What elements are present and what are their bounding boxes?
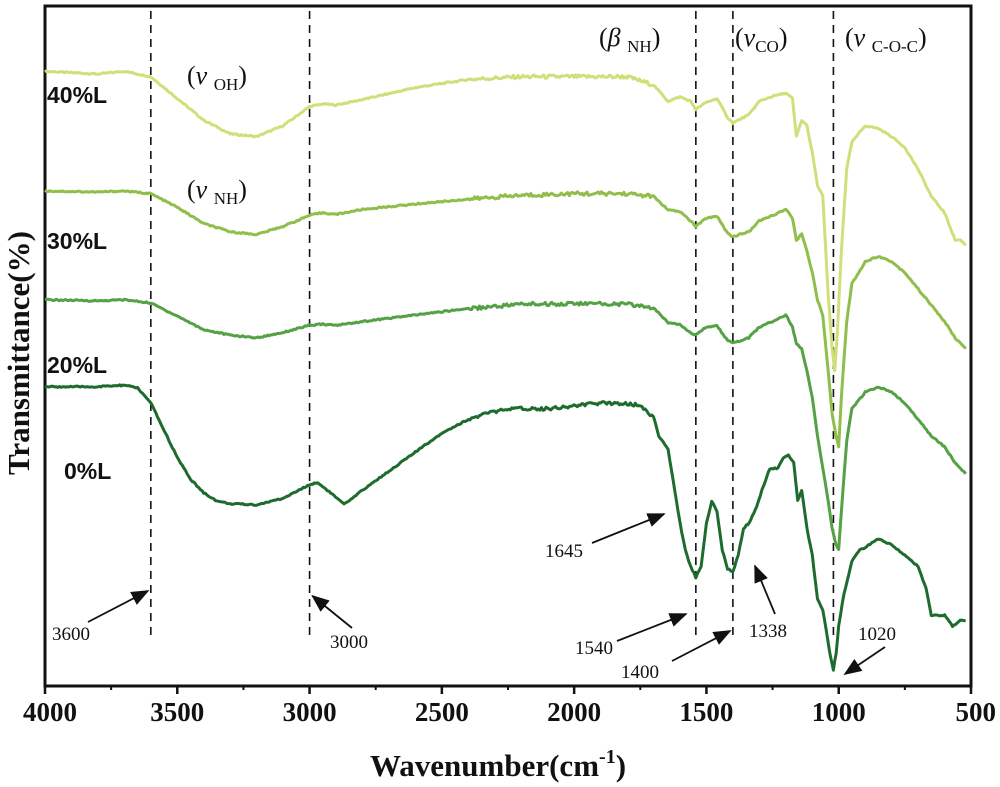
x-tick-label-2000: 2000 bbox=[547, 697, 601, 727]
series-line-30pctL bbox=[44, 189, 967, 449]
annotation-arrow-3600 bbox=[87, 590, 150, 623]
x-tick-label-4000: 4000 bbox=[23, 697, 77, 727]
x-tick-label-1500: 1500 bbox=[679, 697, 733, 727]
series-label-0: 0%L bbox=[64, 458, 111, 484]
annotations: 3600 3000 1645 1540 1400 1338 1020 bbox=[52, 513, 896, 683]
annotation-arrow-1400 bbox=[671, 630, 732, 662]
dashed-lines bbox=[150, 11, 835, 636]
series-label-20: 20%L bbox=[47, 352, 107, 378]
y-axis-title: Transmittance(%) bbox=[1, 231, 36, 475]
annotation-arrow-3000 bbox=[311, 594, 353, 629]
annotation-label-1645: 1645 bbox=[545, 541, 583, 562]
annotation-label-1020: 1020 bbox=[858, 624, 896, 645]
annotation-label-3600: 3600 bbox=[52, 624, 90, 645]
annotation-label-3000: 3000 bbox=[330, 632, 368, 653]
annotation-arrow-1338 bbox=[754, 564, 776, 615]
plot-area: 3600 3000 1645 1540 1400 1338 1020 bbox=[43, 4, 973, 688]
band-label-v-nh: (ν NH) bbox=[187, 175, 247, 208]
series-label-30: 30%L bbox=[47, 228, 107, 254]
series-lines bbox=[44, 69, 967, 672]
x-tick-label-500: 500 bbox=[956, 697, 997, 727]
band-label-v-oh: (ν OH) bbox=[187, 61, 247, 94]
band-label-v-co: (νCO) bbox=[735, 23, 788, 56]
band-label-beta-nh: (β NH) bbox=[599, 23, 660, 56]
annotation-arrow-1540 bbox=[616, 613, 688, 642]
series-line-20pctL bbox=[44, 297, 967, 551]
band-label-v-coc: (ν C-O-C) bbox=[845, 23, 927, 56]
series-label-40: 40%L bbox=[47, 82, 107, 108]
x-axis: 4000 3500 3000 2500 2000 1500 1000 500 bbox=[23, 686, 996, 727]
x-tick-label-2500: 2500 bbox=[415, 697, 469, 727]
series-line-0pctL bbox=[44, 383, 966, 672]
x-axis-title: Wavenumber(cm-1) bbox=[370, 746, 626, 783]
x-tick-label-3500: 3500 bbox=[150, 697, 204, 727]
x-tick-label-1000: 1000 bbox=[812, 697, 866, 727]
x-tick-label-3000: 3000 bbox=[283, 697, 337, 727]
annotation-label-1540: 1540 bbox=[575, 638, 613, 659]
annotation-label-1400: 1400 bbox=[621, 662, 659, 683]
series-line-40pctL bbox=[44, 69, 967, 373]
annotation-label-1338: 1338 bbox=[749, 621, 787, 642]
annotation-arrow-1645 bbox=[591, 513, 666, 544]
annotation-arrow-1020 bbox=[843, 646, 886, 676]
